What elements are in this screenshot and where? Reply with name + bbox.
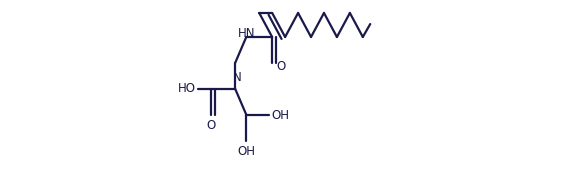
Text: O: O	[277, 60, 286, 73]
Text: OH: OH	[272, 109, 289, 122]
Text: OH: OH	[237, 145, 255, 158]
Text: HN: HN	[237, 27, 255, 40]
Text: O: O	[206, 119, 216, 132]
Text: N: N	[233, 71, 242, 84]
Text: HO: HO	[178, 82, 196, 95]
